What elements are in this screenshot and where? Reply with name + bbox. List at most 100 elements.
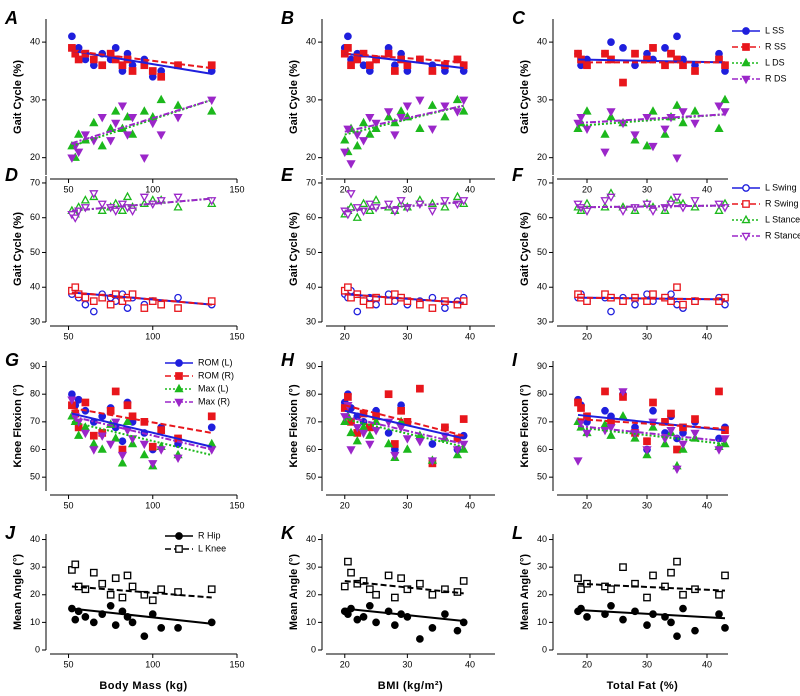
point bbox=[402, 444, 412, 453]
point bbox=[352, 212, 362, 221]
point bbox=[390, 451, 400, 461]
fit-line bbox=[71, 412, 212, 448]
point bbox=[459, 197, 469, 206]
y-tick-label: 80 bbox=[537, 389, 547, 399]
point bbox=[174, 293, 182, 302]
point bbox=[642, 446, 652, 455]
fit-line bbox=[577, 113, 726, 124]
x-tick-label: 30 bbox=[642, 500, 652, 510]
point bbox=[67, 154, 77, 163]
point bbox=[123, 304, 132, 312]
point bbox=[715, 610, 723, 618]
point bbox=[174, 624, 182, 632]
x-tick-label: 40 bbox=[465, 659, 475, 669]
fit-line bbox=[344, 293, 464, 304]
point bbox=[427, 207, 438, 216]
point bbox=[81, 585, 90, 594]
point bbox=[207, 585, 216, 594]
point bbox=[619, 44, 627, 52]
point bbox=[358, 117, 369, 127]
point bbox=[643, 437, 651, 446]
y-tick-label: 20 bbox=[306, 589, 316, 599]
point bbox=[80, 429, 90, 439]
y-tick-label: 40 bbox=[537, 36, 547, 46]
legend-marker bbox=[742, 184, 750, 192]
point bbox=[347, 61, 355, 70]
point bbox=[403, 585, 412, 594]
point bbox=[352, 436, 362, 445]
point bbox=[607, 38, 615, 46]
point bbox=[139, 440, 149, 450]
point bbox=[111, 387, 120, 396]
y-tick-label: 0 bbox=[542, 644, 547, 654]
point bbox=[678, 117, 688, 127]
fit-line bbox=[71, 98, 213, 145]
point bbox=[106, 440, 116, 450]
y-tick-label: 40 bbox=[30, 534, 40, 544]
x-tick-label: 50 bbox=[64, 659, 74, 669]
point bbox=[601, 406, 609, 415]
point bbox=[128, 582, 137, 591]
point bbox=[690, 429, 700, 439]
point bbox=[106, 406, 115, 415]
point bbox=[111, 119, 121, 129]
point bbox=[648, 142, 658, 152]
point bbox=[71, 615, 80, 624]
y-axis-title: Knee Flexion (°) bbox=[12, 384, 24, 468]
x-tick-label: 20 bbox=[582, 500, 592, 510]
legend-marker bbox=[741, 232, 751, 242]
point bbox=[428, 624, 437, 632]
point bbox=[606, 108, 616, 117]
x-tick-label: 40 bbox=[702, 331, 712, 341]
point bbox=[441, 585, 449, 594]
x-tick-label: 40 bbox=[465, 500, 475, 510]
point bbox=[346, 160, 356, 169]
point bbox=[365, 601, 374, 610]
point bbox=[384, 297, 393, 305]
point bbox=[607, 585, 615, 594]
y-tick-label: 10 bbox=[537, 617, 547, 627]
point bbox=[111, 207, 121, 216]
point bbox=[690, 106, 700, 115]
panel-label: A bbox=[4, 8, 18, 28]
fit-line bbox=[344, 579, 464, 595]
y-tick-label: 40 bbox=[306, 282, 316, 292]
point bbox=[679, 423, 687, 432]
fit-line bbox=[71, 197, 212, 212]
point bbox=[122, 112, 133, 121]
point bbox=[80, 131, 90, 140]
point bbox=[207, 412, 216, 421]
point bbox=[720, 435, 730, 444]
point bbox=[81, 300, 90, 309]
x-tick-label: 100 bbox=[145, 184, 160, 194]
x-tick-label: 50 bbox=[64, 184, 74, 194]
point bbox=[667, 49, 675, 58]
fit-line bbox=[344, 409, 464, 440]
point bbox=[148, 596, 157, 605]
legend-marker bbox=[175, 545, 183, 553]
point bbox=[127, 129, 138, 138]
panel: E Gait Cycle (%) 30 40 50 60 70 20 30 40 bbox=[281, 165, 495, 341]
point bbox=[89, 618, 98, 627]
point bbox=[340, 135, 350, 144]
point bbox=[122, 416, 133, 426]
point bbox=[139, 106, 149, 115]
point bbox=[667, 618, 675, 627]
point bbox=[649, 290, 657, 299]
point bbox=[574, 574, 582, 583]
x-tick-label: 20 bbox=[340, 659, 350, 669]
point bbox=[649, 406, 657, 415]
legend-marker bbox=[174, 398, 184, 408]
point bbox=[353, 307, 362, 316]
panel: J Mean Angle (°) Body Mass (kg) 0 10 20 30 40 50… bbox=[5, 523, 245, 692]
point bbox=[441, 610, 449, 618]
point bbox=[344, 32, 352, 41]
panel-label: F bbox=[512, 165, 524, 185]
point bbox=[648, 207, 658, 216]
y-tick-label: 40 bbox=[30, 282, 40, 292]
point bbox=[459, 96, 469, 106]
point bbox=[416, 579, 424, 588]
point bbox=[607, 307, 615, 316]
point bbox=[391, 621, 399, 629]
point bbox=[157, 300, 166, 309]
